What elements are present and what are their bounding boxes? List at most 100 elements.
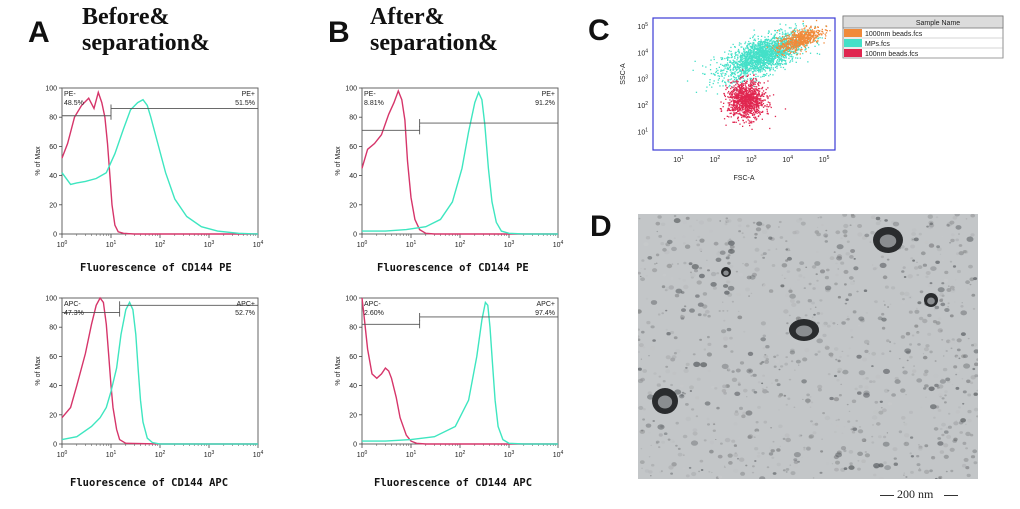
- scatter-point: [767, 53, 769, 55]
- scatter-point: [762, 75, 764, 78]
- scatter-point: [760, 64, 762, 67]
- scatter-point: [748, 91, 750, 93]
- tem-grain-dot: [691, 471, 697, 477]
- scatter-point: [744, 107, 746, 110]
- scatter-point: [758, 43, 760, 45]
- scatter-point: [781, 31, 784, 33]
- scatter-point: [757, 94, 760, 96]
- scatter-point: [807, 33, 809, 35]
- scatter-point: [747, 52, 750, 54]
- scatter-point: [764, 63, 767, 66]
- a-apc-ytick-label-20: 20: [49, 412, 57, 419]
- tem-grain-dot: [639, 429, 646, 434]
- scatter-point: [801, 31, 803, 33]
- scatter-point: [788, 53, 790, 55]
- tem-grain-dot: [841, 350, 844, 353]
- scatter-point: [729, 65, 731, 68]
- tem-grain-dot: [832, 322, 836, 325]
- scatter-point: [768, 30, 770, 32]
- tem-grain-dot: [810, 401, 814, 404]
- scatter-point: [739, 76, 742, 79]
- scatter-point: [766, 52, 768, 54]
- scatter-point: [760, 46, 762, 48]
- scatter-point: [757, 88, 760, 90]
- tem-grain-dot: [817, 388, 822, 392]
- tem-grain-dot: [903, 474, 905, 476]
- scatter-point: [751, 107, 753, 109]
- scatter-point: [773, 52, 776, 54]
- scatter-point: [720, 69, 722, 71]
- scatter-point: [825, 29, 827, 31]
- scatter-point: [792, 34, 794, 36]
- scatter-point: [795, 38, 798, 40]
- tem-grain-dot: [950, 238, 955, 243]
- scatter-point: [760, 50, 762, 53]
- scatter-point: [762, 68, 764, 71]
- scatter-point: [785, 62, 787, 64]
- scatter-point: [757, 105, 760, 107]
- tem-grain-dot: [785, 240, 788, 243]
- scatter-point: [777, 41, 779, 44]
- scatter-point: [777, 30, 779, 32]
- scatter-point: [793, 51, 795, 54]
- scatter-point: [742, 92, 744, 95]
- scatter-point: [759, 112, 761, 114]
- scatter-point: [736, 63, 738, 65]
- tem-grain-dot: [707, 342, 712, 346]
- tem-grain-dot: [708, 471, 711, 473]
- tem-grain-dot: [949, 314, 954, 318]
- scatter-point: [775, 44, 777, 46]
- scatter-point: [738, 94, 741, 96]
- tem-grain-dot: [967, 393, 972, 397]
- tem-grain-dot: [683, 284, 689, 290]
- scatter-point: [782, 45, 784, 47]
- scatter-ytick-label-1-exp: 1: [645, 128, 648, 134]
- tem-grain-dot: [684, 244, 691, 249]
- scatter-point: [749, 54, 751, 56]
- scatter-point: [736, 82, 738, 84]
- tem-grain-dot: [673, 352, 677, 355]
- scatter-point: [813, 32, 816, 34]
- scatter-point: [732, 73, 734, 75]
- scatter-point: [793, 34, 795, 36]
- scatter-point: [750, 90, 752, 92]
- scatter-point: [815, 37, 817, 39]
- scatter-point: [741, 92, 743, 94]
- scatter-point: [786, 40, 789, 43]
- tem-grain-dot: [905, 394, 907, 396]
- tem-grain-dot: [639, 460, 645, 464]
- scatter-point: [796, 41, 798, 43]
- scatter-point: [733, 111, 735, 113]
- tem-grain-dot: [909, 343, 913, 346]
- tem-grain-dot: [843, 234, 848, 238]
- b-apc-plot-frame: [361, 297, 559, 445]
- scatter-point: [737, 63, 739, 65]
- scatter-point: [771, 44, 773, 46]
- scatter-point: [785, 42, 787, 44]
- scatter-point: [803, 43, 805, 45]
- scatter-point: [782, 51, 785, 53]
- title-before-line1: Before&: [82, 4, 170, 30]
- scatter-point: [752, 64, 754, 66]
- scatter-point: [753, 96, 755, 99]
- scatter-point: [748, 112, 750, 114]
- scatter-point: [759, 64, 761, 66]
- tem-grain-dot: [737, 381, 741, 384]
- scatter-point: [753, 116, 755, 118]
- scatter-point: [758, 52, 761, 54]
- scatter-point: [806, 43, 808, 45]
- scatter-point: [804, 32, 806, 35]
- tem-grain-dot: [894, 376, 899, 381]
- scatter-point: [737, 85, 740, 87]
- tem-grain-dot: [947, 425, 952, 429]
- tem-grain-dot: [858, 426, 862, 428]
- scatter-point: [712, 82, 714, 85]
- a-apc-xtick-label-1: 101: [106, 450, 117, 459]
- tem-grain-dot: [700, 250, 702, 252]
- scatter-point: [742, 81, 744, 83]
- scatter-point: [731, 109, 733, 111]
- a-apc-gate-pos-value: 52.7%: [235, 310, 255, 317]
- scatter-point: [817, 35, 819, 37]
- scatter-point: [825, 35, 827, 37]
- tem-grain-dot: [647, 391, 653, 395]
